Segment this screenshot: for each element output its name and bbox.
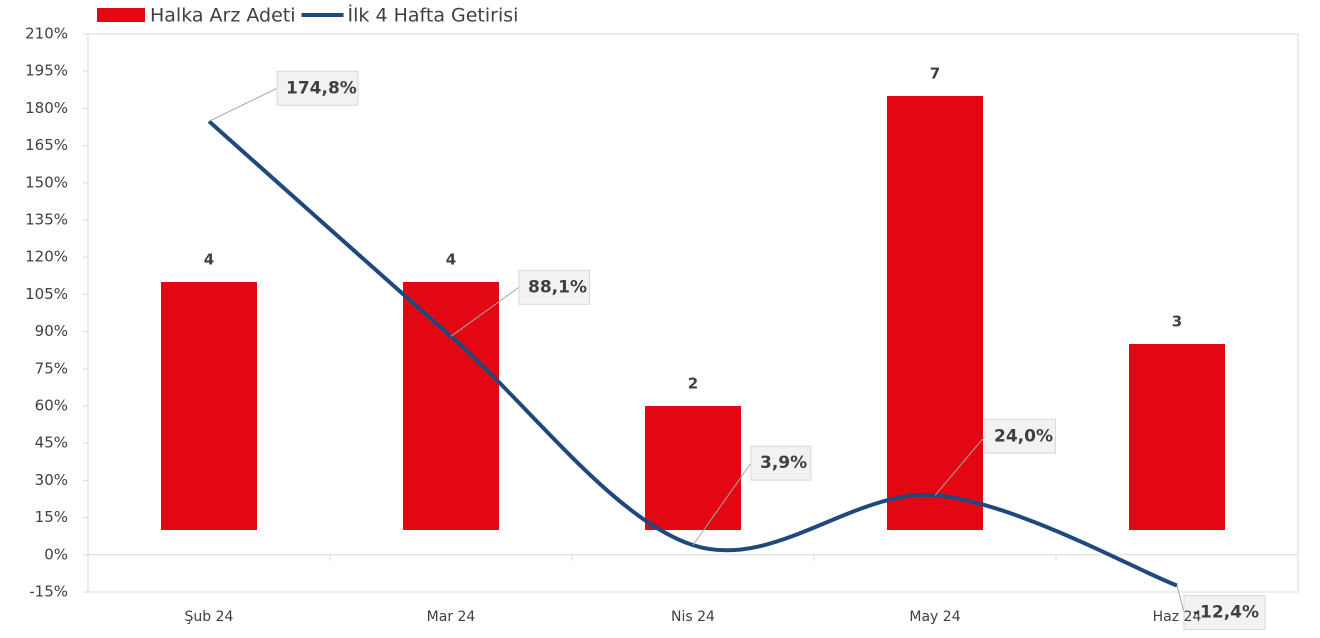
y-tick-label: 90% bbox=[35, 322, 68, 340]
x-tick-label: Mar 24 bbox=[427, 609, 476, 625]
x-tick-label: Şub 24 bbox=[185, 609, 234, 625]
y-tick-label: 210% bbox=[25, 25, 68, 43]
x-tick-label: Nis 24 bbox=[671, 609, 715, 625]
y-tick-label: 75% bbox=[35, 359, 68, 377]
line-label: 3,9% bbox=[760, 453, 807, 473]
legend-label: Halka Arz Adeti bbox=[150, 5, 296, 27]
label-box bbox=[276, 70, 359, 106]
line-label: 88,1% bbox=[528, 277, 587, 297]
line-label: 24,0% bbox=[994, 426, 1053, 446]
y-tick-label: 45% bbox=[35, 434, 68, 452]
label-box bbox=[750, 445, 812, 481]
leader-line bbox=[1176, 585, 1185, 613]
y-tick-label: 60% bbox=[35, 397, 68, 415]
leader-line bbox=[450, 286, 520, 337]
line bbox=[207, 119, 1178, 588]
bar bbox=[161, 282, 257, 530]
y-tick-label: 135% bbox=[25, 211, 68, 229]
bar-label: 3 bbox=[1172, 313, 1182, 331]
x-tick-label: Haz 24 bbox=[1153, 609, 1202, 625]
plot-border bbox=[87, 33, 1299, 593]
bar-label: 4 bbox=[446, 251, 456, 269]
bar-label: 2 bbox=[688, 375, 698, 393]
y-tick-label: 180% bbox=[25, 99, 68, 117]
y-tick-label: 195% bbox=[25, 62, 68, 80]
y-tick-label: 120% bbox=[25, 248, 68, 266]
label-box bbox=[1183, 595, 1266, 631]
y-tick-label: 105% bbox=[25, 285, 68, 303]
bar-label: 7 bbox=[930, 65, 940, 83]
y-tick-label: -15% bbox=[29, 583, 68, 601]
line-label: 174,8% bbox=[286, 78, 357, 98]
bar bbox=[403, 282, 499, 530]
y-tick-label: 165% bbox=[25, 136, 68, 154]
line-label: -12,4% bbox=[1193, 603, 1259, 623]
bar bbox=[887, 96, 983, 530]
bar-label: 4 bbox=[204, 251, 214, 269]
legend-label: İlk 4 Hafta Getirisi bbox=[348, 4, 519, 27]
leader-line bbox=[208, 87, 278, 122]
bar bbox=[645, 406, 741, 530]
y-tick-label: 30% bbox=[35, 471, 68, 489]
x-tick-label: May 24 bbox=[909, 609, 960, 625]
leader-line bbox=[692, 462, 752, 546]
y-tick-label: 150% bbox=[25, 173, 68, 191]
label-box bbox=[984, 418, 1056, 454]
label-box bbox=[518, 269, 590, 305]
y-tick-label: 15% bbox=[35, 508, 68, 526]
y-tick-label: 0% bbox=[44, 545, 68, 563]
bar bbox=[1129, 344, 1225, 530]
legend-swatch bbox=[97, 8, 145, 22]
leader-line bbox=[934, 435, 986, 496]
